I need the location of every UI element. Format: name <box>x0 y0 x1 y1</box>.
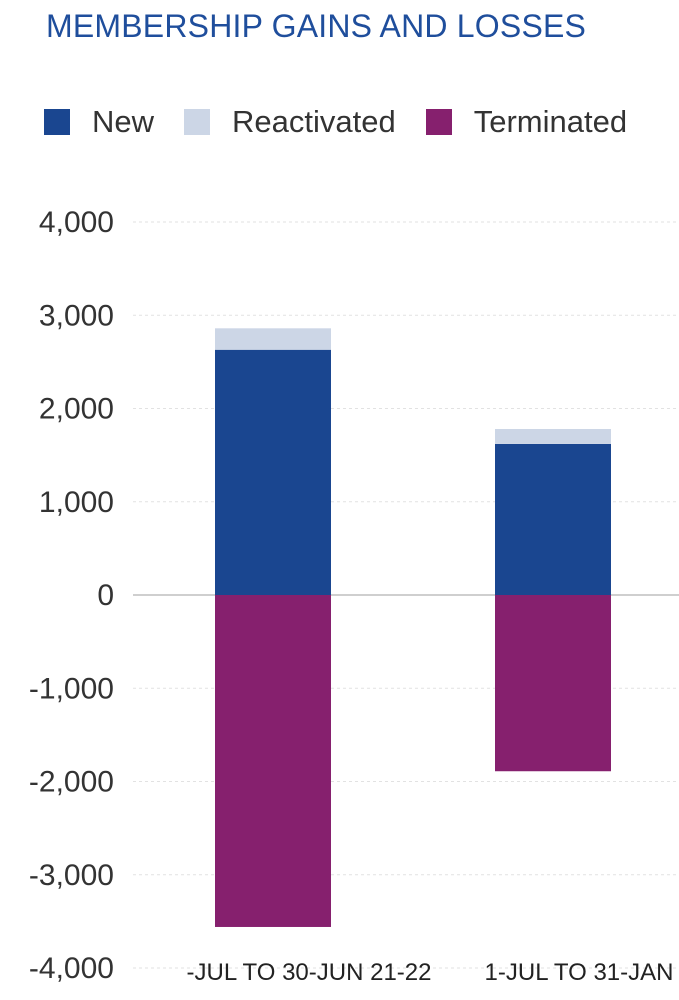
x-category-label: -JUL TO 30-JUN 21-22 <box>187 959 432 986</box>
y-tick-label: 2,000 <box>39 393 114 426</box>
y-tick-label: -2,000 <box>29 766 114 799</box>
y-tick-label: -4,000 <box>29 952 114 985</box>
legend-item-reactivated: Reactivated <box>184 104 396 140</box>
y-tick-label: 0 <box>97 579 114 612</box>
x-category-label: 1-JUL TO 31-JAN 2 <box>485 959 679 986</box>
legend-swatch-terminated <box>425 109 452 135</box>
chart-title: MEMBERSHIP GAINS AND LOSSES <box>46 8 587 44</box>
bar-terminated <box>495 595 611 772</box>
legend-label-new: New <box>92 104 155 139</box>
legend-swatch-new <box>44 109 70 135</box>
legend-item-new: New <box>44 104 154 140</box>
legend-label-reactivated: Reactivated <box>232 104 396 139</box>
bar-new <box>215 349 331 595</box>
bar-reactivated <box>215 328 331 350</box>
bar-new <box>495 443 611 595</box>
bar-terminated <box>215 595 331 927</box>
y-tick-label: -1,000 <box>29 672 114 705</box>
y-tick-label: 3,000 <box>39 299 114 332</box>
legend-item-terminated: Terminated <box>425 104 628 140</box>
legend-swatch-reactivated <box>184 109 211 135</box>
y-tick-label: -3,000 <box>29 859 114 892</box>
legend-label-terminated: Terminated <box>473 104 628 139</box>
y-tick-label: 1,000 <box>39 486 114 519</box>
bar-reactivated <box>495 429 611 444</box>
y-tick-label: 4,000 <box>39 206 114 239</box>
legend: New Reactivated Terminated <box>44 104 657 140</box>
